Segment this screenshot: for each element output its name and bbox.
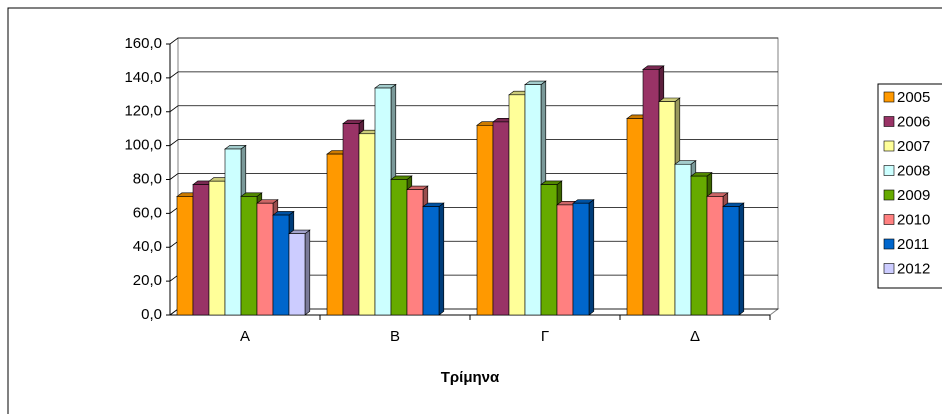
bar bbox=[326, 153, 344, 316]
legend-label: 2009 bbox=[897, 187, 930, 204]
x-tick-label: Β bbox=[390, 328, 400, 345]
bar bbox=[476, 125, 494, 316]
bar bbox=[508, 94, 526, 316]
bar bbox=[374, 87, 392, 316]
bar-side bbox=[588, 199, 595, 316]
legend-swatch bbox=[883, 238, 895, 250]
bar bbox=[342, 123, 360, 316]
x-tick-label: Δ bbox=[690, 328, 700, 345]
bar-side bbox=[738, 202, 745, 316]
y-tick-label: 80,0 bbox=[133, 170, 162, 187]
bar bbox=[658, 101, 676, 316]
y-tick-label: 160,0 bbox=[124, 35, 162, 52]
legend-label: 2011 bbox=[897, 236, 929, 253]
bar bbox=[626, 118, 644, 316]
legend-swatch bbox=[883, 214, 895, 225]
legend-label: 2008 bbox=[897, 162, 930, 179]
bar bbox=[176, 196, 194, 316]
bar bbox=[192, 184, 210, 316]
bar bbox=[492, 121, 510, 316]
legend-swatch bbox=[883, 91, 895, 103]
grid-line bbox=[169, 173, 778, 180]
legend-swatch bbox=[883, 189, 895, 201]
y-tick-label: 0,0 bbox=[141, 306, 162, 323]
x-tick-label: Γ bbox=[541, 328, 549, 345]
bar bbox=[208, 180, 226, 316]
legend-label: 2007 bbox=[897, 138, 930, 155]
legend-label: 2012 bbox=[897, 260, 930, 277]
legend-swatch bbox=[883, 263, 895, 274]
bar bbox=[406, 189, 424, 316]
bar bbox=[540, 184, 558, 316]
y-tick-label: 100,0 bbox=[124, 137, 162, 154]
grid-line bbox=[169, 37, 778, 45]
x-axis-title: Τρίμηνα bbox=[441, 369, 500, 386]
legend-swatch bbox=[883, 140, 895, 152]
bar bbox=[358, 133, 376, 316]
bar bbox=[224, 148, 242, 316]
legend-label: 2010 bbox=[897, 211, 930, 228]
bar bbox=[390, 179, 408, 316]
bar-side bbox=[304, 229, 311, 316]
legend-swatch bbox=[883, 165, 895, 176]
bar bbox=[556, 204, 574, 316]
bar bbox=[572, 202, 590, 316]
y-tick-label: 140,0 bbox=[124, 69, 162, 86]
y-tick-label: 40,0 bbox=[133, 238, 162, 255]
legend-label: 2006 bbox=[897, 113, 930, 130]
y-tick-label: 60,0 bbox=[133, 204, 162, 221]
bar bbox=[690, 175, 708, 316]
bar bbox=[422, 206, 440, 316]
bar bbox=[642, 69, 660, 316]
x-tick-label: Α bbox=[240, 328, 250, 345]
grid-line bbox=[169, 71, 778, 79]
y-tick-label: 20,0 bbox=[133, 272, 162, 289]
bar bbox=[272, 214, 290, 316]
legend-label: 2005 bbox=[897, 89, 930, 106]
bar bbox=[524, 84, 542, 316]
bar bbox=[240, 196, 258, 316]
legend-swatch bbox=[883, 116, 895, 127]
bar-side bbox=[438, 202, 445, 316]
bar bbox=[288, 233, 306, 316]
bar bbox=[706, 196, 724, 316]
bar bbox=[722, 206, 740, 316]
bar bbox=[674, 163, 692, 316]
grid-line bbox=[169, 139, 778, 146]
bar bbox=[256, 202, 274, 316]
y-tick-label: 120,0 bbox=[124, 103, 162, 120]
grid-line bbox=[169, 105, 778, 113]
